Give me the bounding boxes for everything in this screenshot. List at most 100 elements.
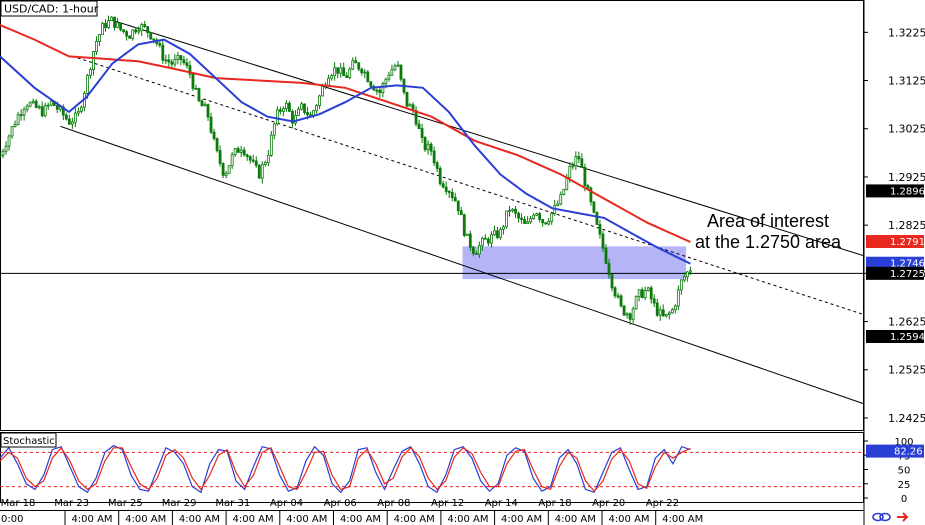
area-of-interest-zone-group [462, 246, 687, 280]
candle-body [502, 226, 505, 230]
stochastic-tick-label: 0 [901, 494, 907, 505]
candle-body [236, 148, 240, 153]
candle-body [254, 160, 258, 166]
candle-body [625, 313, 629, 316]
candle-body [0, 154, 2, 157]
date-label: Mar 29 [162, 498, 197, 509]
candle-body [173, 58, 177, 65]
candle-body [468, 233, 472, 248]
candle-body [682, 276, 686, 281]
candle-body [46, 104, 50, 107]
chain-link-icon[interactable] [872, 512, 891, 522]
candle-body [95, 40, 98, 52]
candle-body [321, 86, 324, 97]
candle-body [447, 190, 451, 193]
price-tag-dark [866, 184, 924, 198]
candle-body [266, 154, 270, 163]
candle-body [360, 68, 364, 74]
candle-body [577, 156, 581, 160]
candle-body [182, 59, 186, 64]
candle-body [559, 194, 563, 205]
candle-body [664, 314, 668, 317]
candle-body [375, 89, 379, 92]
candle-body [67, 118, 71, 125]
candle-body [73, 112, 77, 123]
price-tick-label: 1.3125 [888, 75, 925, 88]
candle-body [459, 210, 463, 216]
date-label: Apr 22 [646, 498, 679, 509]
candle-body [689, 270, 692, 273]
candle-body [269, 134, 273, 156]
candle-body [547, 221, 551, 225]
candle-body [16, 114, 20, 125]
candle-body [28, 102, 32, 107]
candle-body [25, 105, 29, 110]
candle-body [263, 162, 267, 165]
candle-body [616, 295, 620, 298]
candle-body [661, 309, 665, 317]
candle-body [76, 110, 80, 114]
candle-body [125, 31, 129, 37]
candle-body [595, 211, 599, 225]
candle-body [393, 65, 397, 71]
stochastic-tick-label: 100 [894, 437, 913, 448]
price-tick-label: 1.3025 [888, 123, 925, 136]
candle-body [640, 289, 644, 299]
arrow-right-icon[interactable] [897, 512, 909, 522]
date-label: Mar 25 [108, 498, 143, 509]
candle-body [580, 158, 584, 168]
candle-body [598, 224, 602, 235]
time-label: 4:00 AM [286, 514, 327, 525]
candle-body [134, 29, 138, 33]
candle-body [170, 61, 174, 65]
candle-body [592, 201, 596, 213]
candle-body [239, 149, 243, 153]
price-tick-label: 1.2925 [888, 171, 925, 184]
price-tag-blue [866, 256, 924, 270]
candle-body [22, 108, 26, 116]
candle-body [49, 100, 53, 106]
candle-body [610, 274, 614, 289]
candle-body [637, 289, 641, 298]
candle-body [336, 67, 340, 74]
price-axis-group: 1.3225 1.3125 1.3025 1.2925 1.2825 1.2725 1.26… [864, 26, 925, 425]
candle-body [143, 24, 147, 27]
candle-body [673, 305, 677, 311]
candle-body [179, 55, 183, 61]
candle-body [444, 186, 448, 192]
moving-averages-group [0, 24, 691, 265]
price-tick-label: 1.2425 [888, 412, 925, 425]
candle-body [242, 149, 246, 156]
candle-body [107, 20, 110, 29]
candle-body [218, 150, 222, 164]
candle-body [399, 64, 403, 80]
candle-body [300, 103, 303, 110]
candle-body [526, 221, 529, 224]
candle-body [200, 100, 204, 107]
candle-body [622, 305, 626, 316]
candle-body [565, 177, 569, 190]
candle-body [89, 69, 92, 76]
candle-body [646, 287, 650, 291]
candle-body [55, 105, 59, 110]
time-label: 4:00 AM [394, 514, 435, 525]
candle-body [541, 219, 545, 224]
candle-body [462, 214, 466, 236]
candle-body [104, 22, 107, 29]
candle-body [297, 108, 300, 116]
candle-body [649, 287, 653, 300]
candle-body [167, 59, 171, 63]
date-label: Mar 18 [1, 498, 36, 509]
chart-title-box [0, 0, 98, 17]
stochastic-tick-label: 25 [898, 480, 911, 491]
candle-body [348, 68, 352, 79]
candle-body [19, 114, 23, 117]
candle-body [260, 164, 264, 179]
stochastic-value-label: 82.26 [894, 447, 923, 458]
candle-body [92, 51, 95, 71]
candle-body [658, 309, 662, 316]
time-label: 4:00 AM [125, 514, 166, 525]
